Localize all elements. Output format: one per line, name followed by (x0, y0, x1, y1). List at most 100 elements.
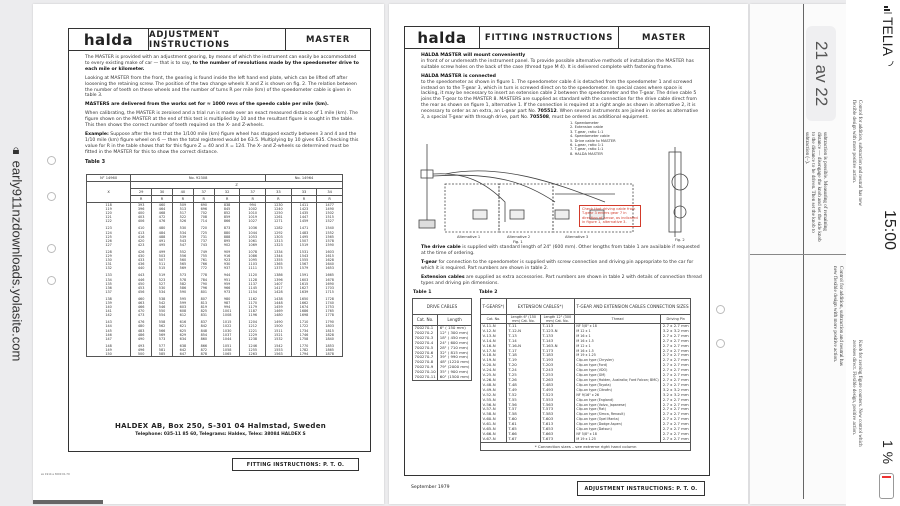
r-value: 796 (192, 285, 215, 290)
r-value: 526 (171, 219, 194, 224)
url-bar[interactable]: 🔒︎ early911nzdownloads.yolasite.com (2, 0, 32, 506)
table-row: 118 393 460 509 690 838 994 1230 1411 1477 (85, 202, 343, 208)
ext-12-cat-no: T-563 (539, 402, 575, 408)
table-row: 149 496 581 642 872 1058 1255 1553 1782 1865 (85, 347, 343, 352)
warning-note: Check that driving cable from T-gear 3 e… (579, 205, 641, 227)
r-value: 1690 (316, 281, 343, 286)
print-code: ex 1914 e 3000 01.79 (41, 473, 70, 476)
r-value: 1746 (290, 332, 317, 337)
r-value: 543 (171, 238, 194, 243)
ext-6-cat-no: T-57 (505, 407, 541, 413)
thread: Clip-on type (Citroën) (573, 387, 661, 393)
driving-pin: 2.7 x 2.7 mm (660, 435, 691, 443)
legend-item: 5. Drive cable to MASTER (570, 138, 616, 143)
r-value: 973 (213, 289, 240, 294)
r-value: 582 (171, 281, 194, 286)
r-value: 1058 (213, 347, 240, 352)
r-value: 1095 (239, 258, 266, 263)
r-value: 1263 (239, 352, 266, 357)
r-value: 1628 (316, 258, 343, 263)
ext-12-cat-no: T-163-N (539, 343, 575, 349)
r-value: 569 (151, 332, 173, 337)
r-value: 714 (192, 219, 215, 224)
r-value: 1120 (239, 273, 266, 278)
r-value: 1753 (316, 305, 343, 310)
r-value: 608 (171, 309, 194, 314)
table-row: 136 453 530 586 796 966 1145 1417 1627 1703 (85, 285, 343, 290)
table-row: 140 466 546 603 819 994 1179 1459 1674 1753 (85, 305, 343, 310)
driving-pin: 2.7 x 2.7 mm (660, 376, 691, 383)
ext-12-cat-no: T-653 (539, 426, 575, 432)
r-value: 1640 (316, 262, 343, 267)
thread: Clip-on type (Fiat) (573, 407, 661, 413)
r-value: 845 (213, 207, 240, 212)
r-value: 578 (171, 277, 194, 282)
scroll-indicator[interactable] (33, 500, 103, 504)
r-value: 1015 (213, 320, 240, 325)
table-row: 700270-8 48" (1220 mm) (411, 359, 472, 366)
r-value: 1615 (316, 254, 343, 259)
r-value: 1036 (239, 226, 266, 231)
r-value: 638 (171, 343, 194, 348)
r-value: 1162 (239, 296, 266, 301)
page-adjustment-instructions: halda ADJUSTMENT INSTRUCTIONS MASTER The… (33, 4, 384, 504)
ext-6-cat-no: T-60 (505, 416, 541, 423)
r-value: 725 (192, 230, 215, 235)
r-value: 1145 (239, 285, 266, 290)
r-value: 937 (213, 266, 240, 271)
alternative-1-label: Alternative 1 (457, 235, 480, 239)
r-value: 1490 (265, 320, 292, 325)
r-value: 1255 (239, 347, 266, 352)
r-value: 1438 (265, 296, 292, 301)
driving-pin: 2.7 x 2.7 mm (660, 426, 691, 432)
thread: M 12 x 1 (573, 328, 661, 334)
t-gear-cat-no: V-48-N (480, 382, 507, 388)
r-value: 1212 (239, 324, 266, 329)
r-header: R (171, 195, 194, 203)
t-gear-cat-no: V-58-N (480, 411, 507, 418)
driving-pin: 2.7 x 2.7 mm (660, 372, 691, 378)
legend-item: 7. T-gear, ratio 1:1 (570, 147, 604, 152)
r-value: 1027 (239, 219, 266, 224)
cat-no: 700270-10 (411, 369, 438, 376)
battery-percent: 1 % (880, 440, 896, 465)
t-gear-paragraph: T-gear for connection to the speedometer… (421, 259, 694, 271)
r-value: 1502 (316, 211, 343, 216)
r-value: 790 (192, 281, 215, 286)
ext-6-cat-no: T-24 (505, 367, 541, 374)
r-value: 585 (151, 352, 173, 357)
ext-12-cat-no: T-123-N (539, 328, 575, 334)
r-header: R (213, 195, 241, 203)
table-row: 150 500 585 647 878 1065 1263 1563 1794 1878 (85, 352, 343, 357)
legend-item: 2. Extension cable (570, 125, 604, 130)
r-value: 1386 (265, 273, 292, 278)
r-value: 625 (171, 328, 194, 333)
group-header: No. 14964 (265, 174, 343, 182)
x-value: 138 (85, 296, 131, 301)
r-value: 538 (151, 296, 173, 301)
table-row: 124 413 484 534 725 880 1044 1292 1483 1552 (85, 230, 343, 235)
table-row: V-58-N T-58 T-583 Clip-on type (Simca, Rena… (480, 411, 691, 418)
ext-6-cat-no: T-19 (505, 357, 541, 364)
z-value: 34 (316, 188, 343, 196)
ext-6-cat-no: T-55 (505, 397, 541, 403)
r-value: 852 (213, 211, 240, 216)
r-value: 1170 (239, 300, 266, 306)
driving-pin: 2.7 x 2.7 mm (660, 332, 691, 339)
x-value: 144 (85, 324, 131, 329)
table-row: V-12-N T-12-N T-123-N M 12 x 1 3.2 x 3.2 mm (480, 328, 691, 334)
r-value: 464 (151, 207, 173, 212)
r-value: 616 (171, 320, 194, 325)
r-value: 495 (151, 242, 173, 247)
r-value: 440 (130, 266, 152, 271)
page-title: FITTING INSTRUCTIONS (480, 27, 619, 48)
r-value: 696 (192, 207, 215, 212)
r-value: 1765 (316, 309, 343, 314)
r-value: 1665 (316, 273, 343, 278)
r-value: 522 (171, 215, 194, 220)
product-name: MASTER (305, 34, 351, 45)
r-value: 1495 (290, 234, 317, 239)
ext-6-cat-no: T-52 (505, 392, 541, 398)
legend-item: 8. HALDA MASTER (570, 151, 603, 156)
thread: Clip-on type (Holden, Australia; Ford Fa… (573, 377, 661, 383)
